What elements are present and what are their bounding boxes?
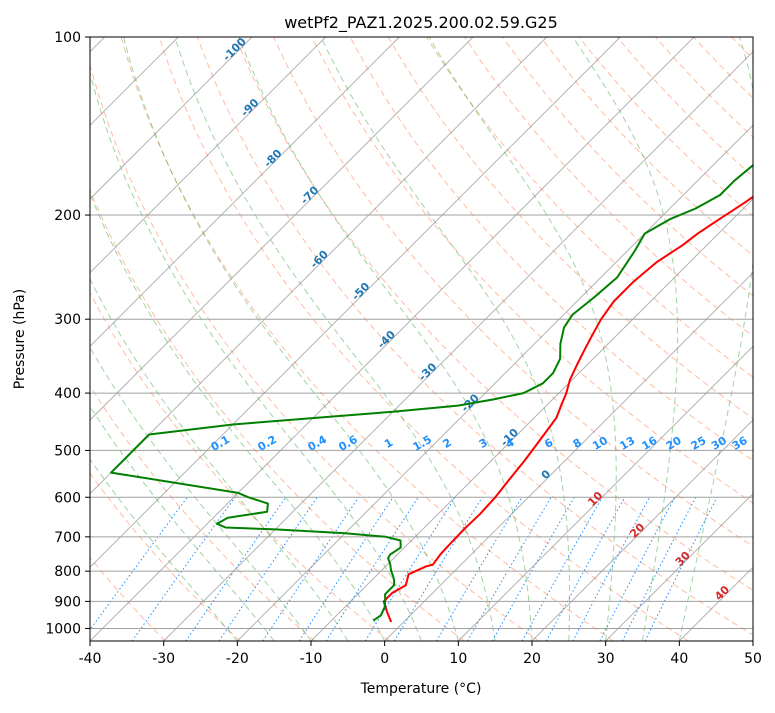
x-axis-label: Temperature (°C) xyxy=(360,681,482,697)
y-tick-label: 300 xyxy=(54,312,81,328)
y-tick-label: 600 xyxy=(54,490,81,506)
x-tick-label: -20 xyxy=(226,651,249,667)
x-tick-label: 20 xyxy=(523,651,541,667)
y-tick-label: 100 xyxy=(54,30,81,46)
y-axis-label: Pressure (hPa) xyxy=(12,289,28,389)
y-tick-label: 800 xyxy=(54,564,81,580)
y-tick-label: 700 xyxy=(54,530,81,546)
y-tick-label: 200 xyxy=(54,208,81,224)
x-tick-label: 40 xyxy=(670,651,688,667)
x-tick-label: 10 xyxy=(449,651,467,667)
x-tick-label: 0 xyxy=(380,651,389,667)
x-tick-label: 30 xyxy=(597,651,615,667)
x-tick-label: -10 xyxy=(300,651,323,667)
x-tick-label: -40 xyxy=(79,651,102,667)
y-tick-label: 900 xyxy=(54,594,81,610)
x-tick-label: 50 xyxy=(744,651,762,667)
x-tick-label: -30 xyxy=(152,651,175,667)
y-tick-label: 1000 xyxy=(45,621,81,637)
chart-title: wetPf2_PAZ1.2025.200.02.59.G25 xyxy=(284,13,558,33)
y-tick-label: 400 xyxy=(54,386,81,402)
y-tick-label: 500 xyxy=(54,443,81,459)
